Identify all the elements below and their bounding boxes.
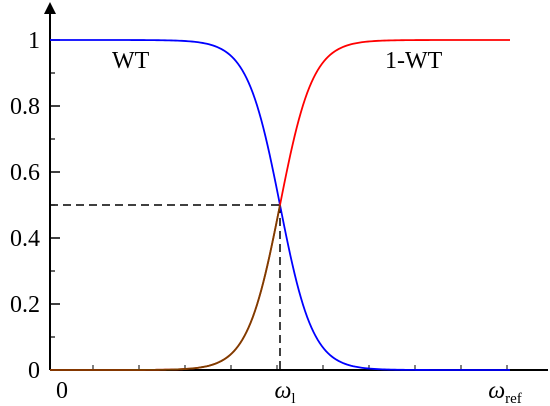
reference-guides: [50, 204, 281, 370]
x-ticks: 0 ωl ωref: [56, 365, 522, 406]
series-label-one-minus-wt: 1-WT: [385, 48, 443, 74]
x-tick-label: 0: [56, 378, 68, 404]
overlap-curve: [50, 204, 281, 371]
y-tick-label: 0.6: [10, 160, 40, 186]
x-tick-label: ωl: [274, 378, 295, 406]
y-tick-label: 1: [28, 28, 40, 54]
y-tick-label: 0.2: [10, 292, 40, 318]
y-ticks: 0 0.2 0.4 0.6 0.8 1: [10, 28, 60, 384]
series-curves: [50, 39, 510, 371]
y-tick-label: 0.4: [10, 226, 40, 252]
x-tick-label: ωref: [488, 378, 522, 406]
y-tick-label: 0: [28, 358, 40, 384]
series-label-wt: WT: [112, 48, 150, 74]
y-tick-label: 0.8: [10, 94, 40, 120]
y-axis-arrow: [44, 2, 56, 14]
